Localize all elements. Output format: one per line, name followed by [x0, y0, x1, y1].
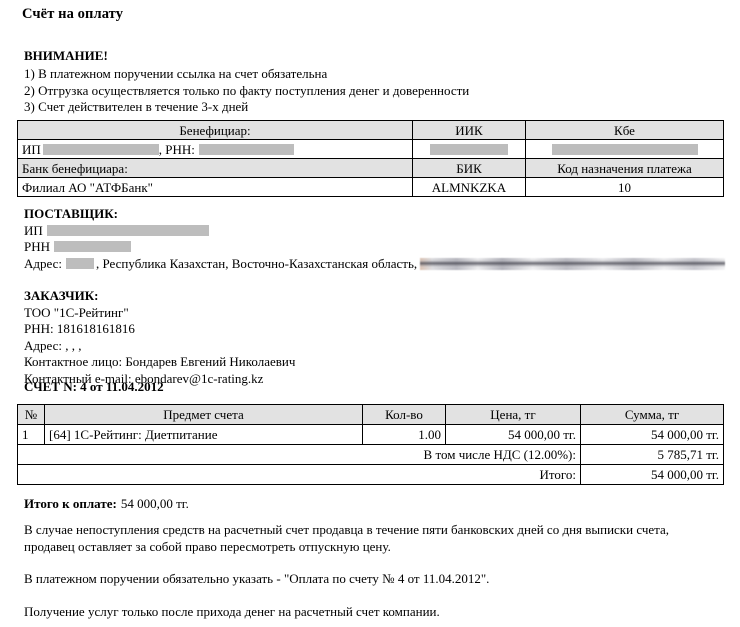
- clause-payment-terms: В случае непоступления средств на расчет…: [24, 521, 724, 555]
- item-num: 1: [17, 424, 45, 445]
- redacted-supplier-name: [46, 224, 209, 236]
- item-qty: 1.00: [362, 424, 446, 445]
- beneficiary-bank-table: Бенефициар: ИИК Кбе ИП , РНН: Банк бенефи…: [17, 120, 724, 197]
- total-label: Итого:: [17, 464, 581, 485]
- table-row: ИП , РНН:: [17, 139, 724, 159]
- clause-3-line: Получение услуг только после прихода ден…: [24, 604, 440, 619]
- redacted-supplier-rnn: [54, 241, 132, 252]
- table-row: Банк бенефициара: БИК Код назначения пла…: [17, 158, 724, 178]
- table-row: Филиал АО "АТФБанк" ALMNKZKA 10: [17, 177, 724, 197]
- supplier-block: ПОСТАВЩИК: ИП РНН Адрес: , Республика Каз…: [24, 206, 726, 273]
- items-subject-header: Предмет счета: [44, 404, 363, 425]
- redacted-kbe-value: [551, 143, 698, 155]
- invoice-number-line: СЧЕТ N: 4 от 11.04.2012: [24, 379, 164, 394]
- item-subject: [64] 1С-Рейтинг: Диетпитание: [44, 424, 363, 445]
- clause-2-line: В платежном поручении обязательно указат…: [24, 571, 490, 586]
- beneficiary-header: Бенефициар:: [17, 120, 413, 140]
- customer-block: ЗАКАЗЧИК: ТОО "1С-Рейтинг" РНН: 18161816…: [24, 288, 724, 387]
- iik-value-cell: [412, 139, 526, 159]
- vat-label: В том числе НДС (12.00%):: [17, 444, 581, 465]
- warning-heading: ВНИМАНИЕ!: [24, 48, 108, 63]
- table-row: № Предмет счета Кол-во Цена, тг Сумма, т…: [17, 404, 724, 425]
- supplier-address-label: Адрес:: [24, 255, 62, 271]
- item-price: 54 000,00 тг.: [445, 424, 581, 445]
- kbe-header: Кбе: [525, 120, 724, 140]
- items-qty-header: Кол-во: [362, 404, 446, 425]
- page-title: Счёт на оплату: [22, 6, 124, 22]
- items-num-header: №: [17, 404, 45, 425]
- total-value: 54 000,00 тг.: [580, 464, 724, 485]
- clause-1-line-1: В случае непоступления средств на расчет…: [24, 522, 670, 537]
- supplier-ip-label: ИП: [24, 222, 43, 238]
- supplier-heading: ПОСТАВЩИК:: [24, 206, 118, 221]
- customer-rnn: РНН: 181618161816: [24, 321, 135, 336]
- payment-code-header: Код назначения платежа: [525, 158, 724, 178]
- beneficiary-value-cell: ИП , РНН:: [17, 139, 413, 159]
- supplier-rnn-line: РНН: [24, 239, 724, 256]
- bik-header: БИК: [412, 158, 526, 178]
- vat-value: 5 785,71 тг.: [580, 444, 724, 465]
- total-due-label: Итого к оплате:: [24, 496, 117, 511]
- payment-code-value-cell: 10: [525, 177, 724, 197]
- warning-block: ВНИМАНИЕ! 1) В платежном поручении ссылк…: [24, 48, 714, 116]
- bank-name-cell: Филиал АО "АТФБанк": [17, 177, 413, 197]
- supplier-ip-line: ИП: [24, 223, 724, 240]
- customer-contact-person: Контактное лицо: Бондарев Евгений Никола…: [24, 354, 296, 369]
- clause-service-delivery: Получение услуг только после прихода ден…: [24, 603, 724, 620]
- warning-line-1: 1) В платежном поручении ссылка на счет …: [24, 66, 328, 81]
- invoice-items-table: № Предмет счета Кол-во Цена, тг Сумма, т…: [17, 404, 724, 485]
- clause-1-line-2: продавец оставляет за собой право пересм…: [24, 539, 391, 554]
- warning-line-2: 2) Отгрузка осуществляется только по фак…: [24, 82, 470, 98]
- customer-name: ТОО "1С-Рейтинг": [24, 304, 129, 320]
- table-row: Бенефициар: ИИК Кбе: [17, 120, 724, 140]
- customer-heading: ЗАКАЗЧИК:: [24, 288, 99, 303]
- kbe-value-cell: [525, 139, 724, 159]
- items-sum-header: Сумма, тг: [580, 404, 724, 425]
- iik-header: ИИК: [412, 120, 526, 140]
- beneficiary-prefix: ИП: [22, 141, 41, 157]
- redacted-beneficiary-name: [42, 143, 159, 155]
- redacted-beneficiary-rnn: [198, 143, 294, 155]
- clause-payment-reference: В платежном поручении обязательно указат…: [24, 570, 724, 587]
- redacted-supplier-city: [65, 257, 94, 269]
- customer-address: Адрес: , , ,: [24, 337, 82, 353]
- table-row: Итого: 54 000,00 тг.: [17, 464, 724, 485]
- table-row: 1 [64] 1С-Рейтинг: Диетпитание 1.00 54 0…: [17, 424, 724, 445]
- blurred-supplier-address-detail: [420, 257, 726, 270]
- bik-value-cell: ALMNKZKA: [412, 177, 526, 197]
- total-due-row: Итого к оплате: 54 000,00 тг.: [24, 495, 724, 512]
- beneficiary-rnn-label: , РНН:: [158, 141, 195, 157]
- table-row: В том числе НДС (12.00%): 5 785,71 тг.: [17, 444, 724, 465]
- supplier-address-text: , Республика Казахстан, Восточно-Казахст…: [95, 255, 418, 271]
- item-sum: 54 000,00 тг.: [580, 424, 724, 445]
- total-due-value: 54 000,00 тг.: [120, 496, 189, 511]
- redacted-iik-value: [430, 143, 508, 155]
- beneficiary-bank-header: Банк бенефициара:: [17, 158, 413, 178]
- supplier-address-line: Адрес: , Республика Казахстан, Восточно-К…: [24, 255, 726, 273]
- items-price-header: Цена, тг: [445, 404, 581, 425]
- warning-line-3: 3) Счет действителен в течение 3-х дней: [24, 99, 249, 114]
- supplier-rnn-label: РНН: [24, 239, 51, 254]
- customer-contact-email: Контактный e-mail: ebondarev@1c-rating.k…: [24, 370, 264, 386]
- total-due-line: Итого к оплате: 54 000,00 тг.: [24, 495, 724, 512]
